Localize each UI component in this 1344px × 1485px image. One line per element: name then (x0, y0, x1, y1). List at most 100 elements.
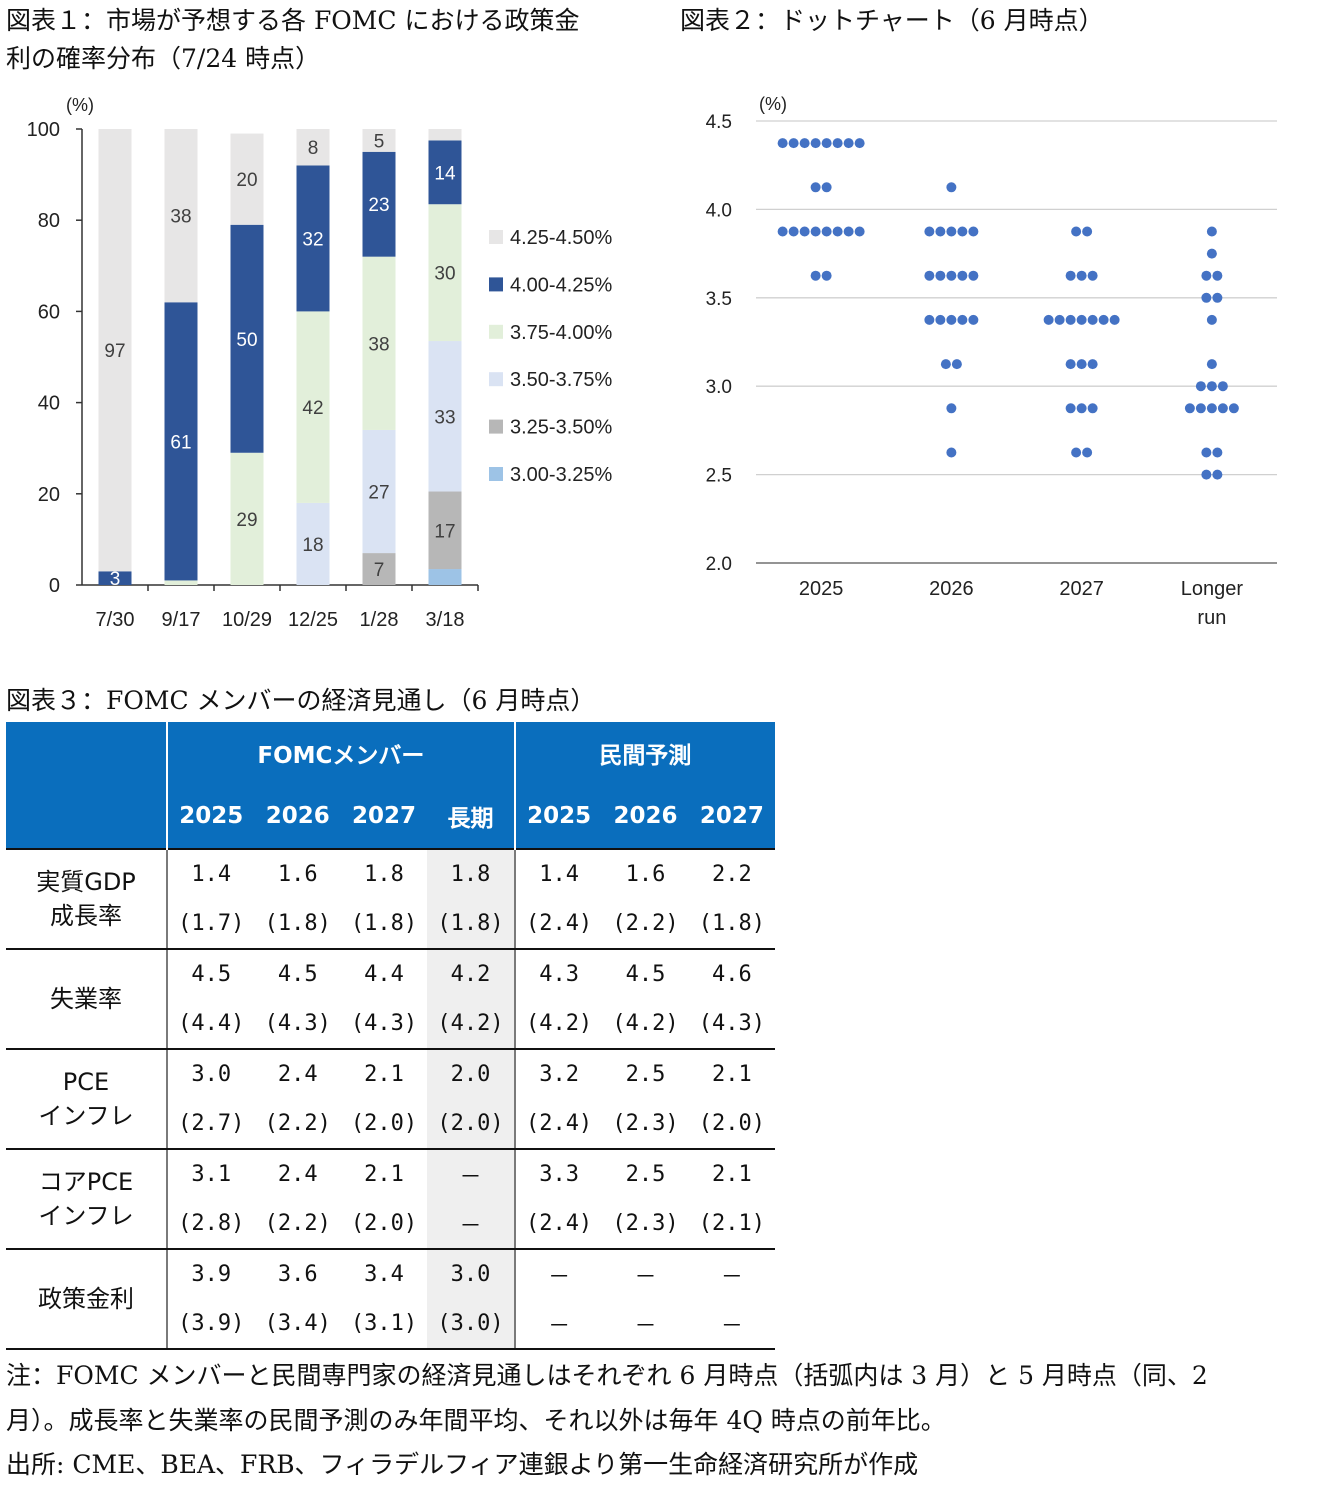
dot-point (1076, 314, 1087, 325)
dot-point (940, 359, 951, 370)
bar-data-label: 42 (302, 398, 323, 419)
row-label: PCE インフレ (6, 1048, 168, 1150)
dot-point (935, 314, 946, 325)
dot-point (1087, 359, 1098, 370)
table-row: 実質GDP 成長率 1.4 1.6 1.8 1.8 1.4 1.6 2.2 (6, 848, 775, 950)
private-value-cell: (2.3) (602, 1099, 689, 1150)
fomc-value-cell: (4.3) (254, 999, 341, 1050)
fomc-value-cell: 2.1 (340, 1048, 428, 1099)
bar-data-label: 5 (374, 131, 385, 152)
dot-point (1206, 314, 1217, 325)
bar-data-label: 3 (110, 569, 121, 590)
dot-point (1206, 403, 1217, 414)
table-row: (4.4) (4.3) (4.3) (4.2) (4.2) (4.2) (4.3) (6, 999, 775, 1050)
dot-point (1087, 314, 1098, 325)
y-tick-label: 4.0 (706, 200, 732, 221)
dot-point (1076, 270, 1087, 281)
legend-label: 3.00-3.25% (510, 464, 613, 486)
dot-point (957, 226, 968, 237)
dot-point (788, 138, 799, 149)
private-value-cell: － (602, 1299, 689, 1350)
fomc-value-cell: 1.6 (254, 848, 341, 899)
fomc-value-cell: 4.2 (427, 948, 516, 999)
bar-segment (98, 129, 132, 572)
dot-point (924, 270, 935, 281)
bar-segment (296, 165, 330, 312)
bar-segment (164, 580, 198, 585)
legend-label: 4.00-4.25% (510, 274, 613, 296)
private-value-cell: (2.4) (514, 1199, 603, 1250)
private-value-cell: 2.5 (602, 1148, 689, 1199)
table-row: PCE インフレ 3.0 2.4 2.1 2.0 3.2 2.5 2.1 (6, 1048, 775, 1150)
fomc-value-cell: 4.5 (167, 948, 255, 999)
x-tick-label: 12/25 (288, 609, 338, 631)
bar-data-label: 97 (104, 341, 125, 362)
private-value-cell: (2.3) (602, 1199, 689, 1250)
dot-point (924, 226, 935, 237)
dot-point (957, 314, 968, 325)
bar-data-label: 38 (170, 207, 191, 228)
dot-point (1217, 403, 1228, 414)
dot-point (810, 182, 821, 193)
dot-point (810, 270, 821, 281)
fomc-value-cell: 4.5 (254, 948, 341, 999)
dot-point (946, 314, 957, 325)
corner-header-cell (6, 722, 168, 849)
bar-segment (428, 569, 462, 585)
dot-point (1109, 314, 1120, 325)
dot-point (1195, 403, 1206, 414)
fig3-title: 図表３：FOMC メンバーの経済見通し（6 月時点） (6, 686, 596, 715)
private-value-cell: (4.2) (602, 999, 689, 1050)
fomc-value-cell: (2.0) (340, 1199, 428, 1250)
private-value-cell: － (688, 1248, 775, 1299)
dot-point (1184, 403, 1195, 414)
private-value-cell: 2.1 (688, 1148, 775, 1199)
dot-point (843, 226, 854, 237)
x-tick-label: Longer (1181, 578, 1244, 600)
economic-outlook-table: FOMCメンバー 民間予測 2025 2026 2027 長期 2025 202… (6, 722, 775, 1350)
dot-point (946, 403, 957, 414)
fomc-value-cell: (3.0) (427, 1299, 516, 1350)
dot-point (951, 359, 962, 370)
fomc-value-cell: (2.8) (167, 1199, 255, 1250)
fomc-value-cell: 3.1 (167, 1148, 255, 1199)
y-tick-label: 40 (38, 393, 60, 415)
private-value-cell: － (514, 1248, 603, 1299)
legend-swatch (489, 324, 503, 339)
bar-data-label: 20 (236, 170, 257, 191)
fomc-value-cell: － (427, 1148, 516, 1199)
fomc-value-cell: 4.4 (340, 948, 428, 999)
private-value-cell: 4.6 (688, 948, 775, 999)
bar-segment (296, 129, 330, 166)
dot-point (799, 226, 810, 237)
bar-data-label: 33 (434, 407, 455, 428)
dot-point (935, 270, 946, 281)
dot-point (788, 226, 799, 237)
dot-point (854, 226, 865, 237)
x-tick-label: 9/17 (162, 609, 201, 631)
fomc-value-cell: (2.0) (427, 1099, 516, 1150)
dot-point (1201, 292, 1212, 303)
x-tick-label: run (1197, 607, 1226, 629)
dot-point (1201, 270, 1212, 281)
row-label: コアPCE インフレ (6, 1148, 168, 1250)
dot-point (1082, 447, 1093, 458)
dot-point (821, 226, 832, 237)
dot-point (1054, 314, 1065, 325)
dot-point (935, 226, 946, 237)
private-value-cell: 3.3 (514, 1148, 603, 1199)
bar-segment (428, 491, 462, 570)
legend-label: 3.50-3.75% (510, 369, 613, 391)
private-col-header: 2026 (602, 784, 689, 849)
y-tick-label: 0 (49, 575, 60, 597)
fomc-value-cell: 1.8 (340, 848, 428, 899)
dot-point (821, 138, 832, 149)
probability-bar-chart: (%) 0 20 40 60 80 100 7/30 3 97 9/17 61 38 10/29 29 50 2… (27, 95, 613, 631)
dot-point (821, 270, 832, 281)
dot-point (777, 138, 788, 149)
fomc-value-cell: 1.8 (427, 848, 516, 899)
fomc-value-cell: (3.9) (167, 1299, 255, 1350)
fomc-value-cell: 3.0 (167, 1048, 255, 1099)
dot-point (1065, 270, 1076, 281)
dot-point (946, 270, 957, 281)
